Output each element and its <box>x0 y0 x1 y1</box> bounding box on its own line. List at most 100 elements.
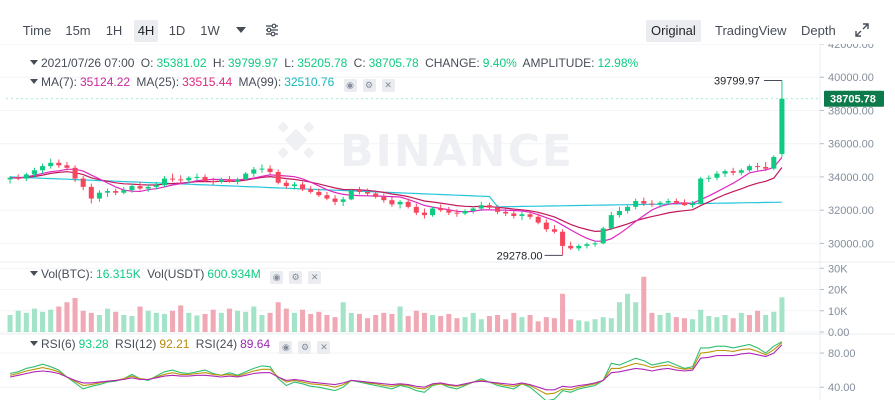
interval-1h[interactable]: 1H <box>105 23 123 38</box>
volume-bar <box>7 315 13 332</box>
candle-body <box>373 193 379 197</box>
volume-bar <box>381 312 387 332</box>
candle-body <box>218 179 224 182</box>
volume-bar <box>283 308 289 332</box>
volume-bar <box>681 318 687 332</box>
candle-body <box>381 196 387 201</box>
candle-body <box>121 190 127 193</box>
candle-body <box>210 181 216 183</box>
interval-15m[interactable]: 15m <box>65 23 91 38</box>
volume-bar <box>495 315 501 332</box>
candle-body <box>779 98 785 154</box>
close-icon[interactable]: ✕ <box>381 79 395 92</box>
fullscreen-button[interactable] <box>850 20 874 42</box>
candle-body <box>137 186 143 189</box>
candle-body <box>145 186 151 189</box>
eye-icon[interactable]: ◉ <box>343 79 357 92</box>
candle-body <box>738 170 744 173</box>
interval-4h[interactable]: 4H <box>134 20 158 42</box>
volume-bar <box>405 316 411 332</box>
candle-body <box>365 191 371 194</box>
more-intervals-dropdown[interactable] <box>232 20 250 42</box>
eye-icon[interactable]: ◉ <box>270 271 284 284</box>
candle-body <box>771 156 777 169</box>
close-icon[interactable]: ✕ <box>317 341 331 354</box>
volume-bar <box>486 316 492 332</box>
candle-body <box>186 177 192 181</box>
volume-bar <box>698 309 704 332</box>
volume-bar <box>226 308 232 332</box>
low-label: L: <box>284 56 295 70</box>
candle-body <box>462 210 468 214</box>
volume-bar <box>527 315 533 332</box>
volume-bar <box>129 316 135 332</box>
y-tick-label: 42000.00 <box>828 44 874 51</box>
ma25-label: MA(25): <box>136 75 180 89</box>
volume-bar <box>332 317 338 332</box>
candle-body <box>161 178 167 186</box>
grid-lines <box>0 44 895 400</box>
candle-body <box>178 179 184 181</box>
candle-body <box>430 208 436 216</box>
change-label: CHANGE: <box>425 56 480 70</box>
volume-bar <box>300 309 306 332</box>
eye-icon[interactable]: ◉ <box>279 341 293 354</box>
y-tick-label: 40.00 <box>828 382 856 394</box>
volume-bar <box>438 316 444 332</box>
high-annotation: 39799.97 <box>714 76 760 88</box>
volume-bar <box>137 306 143 332</box>
volume-bar <box>511 312 517 332</box>
candles <box>7 80 785 256</box>
price-chart[interactable]: BINANCE 42000.00 40000.00 38000.00 36000.00… <box>0 44 895 400</box>
volume-bar <box>202 313 208 332</box>
ma25-line <box>10 167 783 233</box>
volume-bar <box>96 315 102 332</box>
volume-bar <box>421 312 427 332</box>
interval-1d[interactable]: 1D <box>168 23 186 38</box>
candle-body <box>40 166 46 171</box>
interval-1w[interactable]: 1W <box>200 23 220 38</box>
volume-bar <box>308 313 314 332</box>
candle-body <box>568 245 574 249</box>
candle-body <box>202 176 208 182</box>
candle-body <box>96 192 102 199</box>
view-depth[interactable]: Depth <box>801 23 836 38</box>
chart-settings-button[interactable] <box>262 20 282 42</box>
close-icon[interactable]: ✕ <box>308 271 322 284</box>
collapse-caret-icon[interactable] <box>30 60 38 65</box>
view-original[interactable]: Original <box>646 20 701 42</box>
collapse-caret-icon[interactable] <box>30 79 38 84</box>
gear-icon[interactable]: ⚙ <box>298 341 312 354</box>
candle-body <box>80 178 86 187</box>
volume-bar <box>235 310 241 332</box>
volume-bar <box>543 317 549 332</box>
gear-icon[interactable]: ⚙ <box>362 79 376 92</box>
view-tradingview[interactable]: TradingView <box>715 23 787 38</box>
volume-bar <box>15 310 21 332</box>
volume-bar <box>478 319 484 332</box>
amplitude-label: AMPLITUDE: <box>522 56 595 70</box>
volume-bar <box>535 321 541 332</box>
interval-time[interactable]: Time <box>22 23 52 38</box>
volume-bar <box>31 308 37 332</box>
volume-bar <box>649 312 655 332</box>
collapse-caret-icon[interactable] <box>30 341 38 346</box>
candle-body <box>730 171 736 173</box>
candle-body <box>511 213 517 216</box>
volume-bar <box>243 311 249 332</box>
chart-toolbar: Time 15m 1H 4H 1D 1W Original TradingVie… <box>0 0 895 44</box>
candle-body <box>657 202 663 205</box>
collapse-caret-icon[interactable] <box>30 271 38 276</box>
fullscreen-icon <box>855 23 869 37</box>
candle-body <box>576 245 582 249</box>
candle-body <box>283 182 289 187</box>
candle-body <box>600 228 606 244</box>
candle-body <box>324 195 330 199</box>
candle-body <box>332 198 338 202</box>
volume-bar <box>503 319 509 332</box>
y-tick-label: 34000.00 <box>828 172 874 184</box>
volume-bar <box>763 315 769 332</box>
gear-icon[interactable]: ⚙ <box>289 271 303 284</box>
volume-bar <box>625 293 631 332</box>
candle-body <box>389 200 395 205</box>
